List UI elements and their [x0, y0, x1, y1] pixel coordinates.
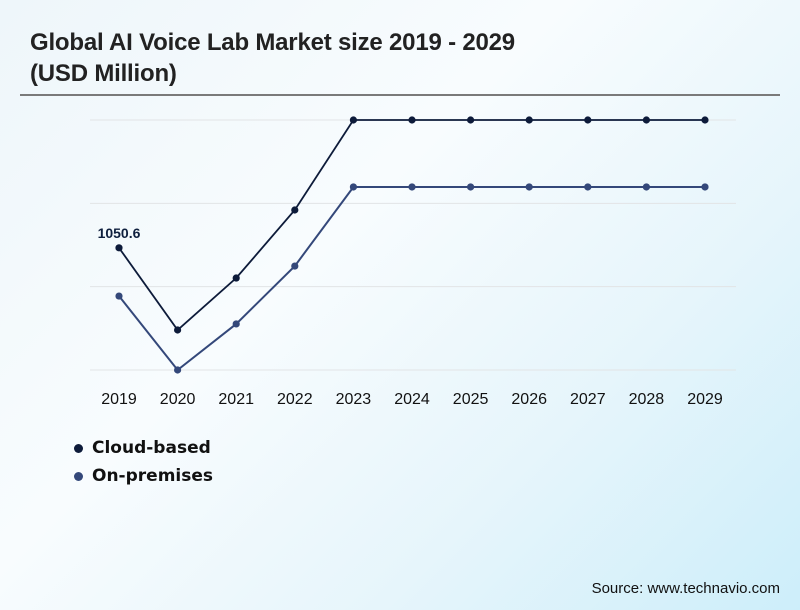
x-tick-label: 2024 — [394, 391, 430, 408]
data-point-on-premises — [408, 183, 416, 191]
annotations: 1050.6 — [98, 225, 141, 241]
x-tick-label: 2026 — [511, 391, 547, 408]
data-point-cloud-based — [408, 116, 416, 124]
data-point-cloud-based — [115, 244, 123, 252]
legend: Cloud-based On-premises — [74, 434, 213, 490]
chart-title-line-2: (USD Million) — [30, 60, 177, 87]
chart-title-line-1: Global AI Voice Lab Market size 2019 - 2… — [30, 29, 515, 56]
legend-item-cloud-based: Cloud-based — [74, 434, 213, 462]
data-point-cloud-based — [291, 206, 299, 214]
legend-item-on-premises: On-premises — [74, 462, 213, 490]
x-tick-label: 2029 — [687, 391, 723, 408]
source-note: Source: www.technavio.com — [591, 580, 780, 597]
data-point-on-premises — [642, 183, 651, 191]
data-point-on-premises — [701, 183, 709, 191]
legend-label: On-premises — [92, 466, 214, 486]
title-divider — [20, 94, 780, 96]
x-tick-label: 2019 — [101, 391, 137, 408]
data-point-on-premises — [584, 183, 592, 191]
data-point-cloud-based — [701, 116, 709, 124]
x-tick-label: 2021 — [218, 391, 254, 408]
data-point-cloud-based — [232, 274, 240, 282]
data-point-on-premises — [232, 320, 240, 328]
gridlines — [90, 119, 736, 371]
chart-title: Global AI Voice Lab Market size 2019 - 2… — [30, 27, 730, 89]
data-point-cloud-based — [467, 116, 475, 124]
x-tick-label: 2028 — [629, 391, 665, 408]
data-point-cloud-based — [525, 116, 533, 124]
x-axis-ticks: 2019 2020 2021 2022 2023 2024 2025 2026 2027 2028… — [101, 391, 723, 408]
legend-marker-icon — [74, 471, 83, 481]
data-point-on-premises — [174, 366, 182, 374]
series-lines — [115, 116, 709, 374]
data-point-on-premises — [291, 262, 299, 270]
data-label: 1050.6 — [98, 225, 141, 241]
x-tick-label: 2025 — [453, 391, 489, 408]
data-point-on-premises — [525, 183, 533, 191]
legend-marker-icon — [74, 443, 83, 453]
data-point-on-premises — [467, 183, 475, 191]
legend-label: Cloud-based — [92, 438, 211, 458]
data-point-cloud-based — [349, 116, 357, 124]
series-line-on-premises — [118, 185, 705, 372]
data-point-cloud-based — [642, 116, 651, 124]
data-point-on-premises — [349, 183, 357, 191]
data-point-cloud-based — [584, 116, 592, 124]
x-tick-label: 2022 — [277, 391, 313, 408]
series-line-cloud-based — [118, 119, 705, 332]
x-tick-label: 2023 — [336, 391, 372, 408]
x-tick-label: 2027 — [570, 391, 606, 408]
x-tick-label: 2020 — [160, 391, 196, 408]
data-point-cloud-based — [174, 326, 182, 334]
data-point-on-premises — [115, 292, 123, 300]
